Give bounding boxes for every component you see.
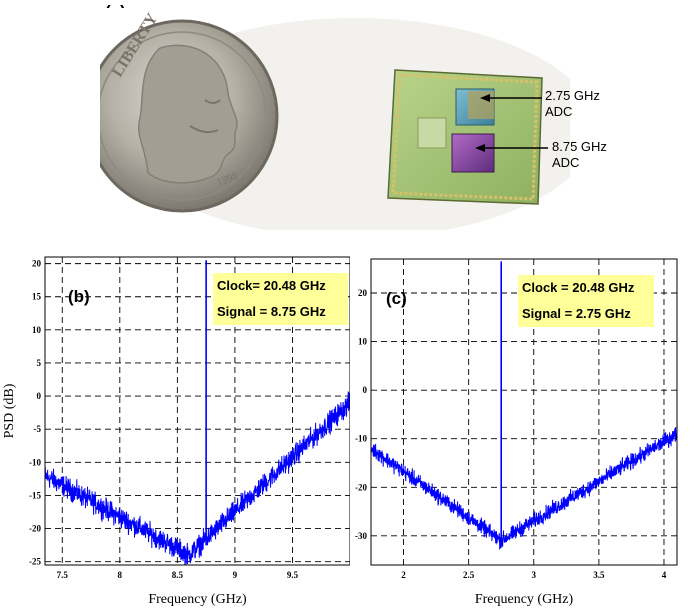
x-tick-label: 3 xyxy=(532,570,537,580)
clock-annotation: Clock= 20.48 GHz xyxy=(217,278,326,293)
x-tick-label: 3.5 xyxy=(593,570,605,580)
annotation-box xyxy=(213,273,348,325)
x-tick-label: 8 xyxy=(118,570,123,580)
x-axis-label: Frequency (GHz) xyxy=(475,592,574,607)
panel-c-label: (c) xyxy=(386,289,407,308)
chip-photo: LIBERTY 1998 xyxy=(100,8,570,230)
chip-label-8-75-type: ADC xyxy=(552,155,580,170)
y-tick-label: -20 xyxy=(29,524,41,534)
y-tick-label: 20 xyxy=(358,288,368,298)
psd-noise-trace xyxy=(44,391,350,566)
signal-annotation: Signal = 8.75 GHz xyxy=(217,304,326,319)
y-axis-label: PSD (dB) xyxy=(2,383,17,438)
chip-board xyxy=(387,69,543,205)
psd-noise-trace xyxy=(370,427,678,551)
plot-frame xyxy=(44,256,350,566)
y-tick-label: 10 xyxy=(358,337,368,347)
chip-label-2-75-type: ADC xyxy=(545,104,573,119)
chip-label-2-75-freq: 2.75 GHz xyxy=(545,88,600,103)
y-tick-label: -10 xyxy=(29,457,41,467)
y-tick-label: 10 xyxy=(32,325,42,335)
x-tick-label: 2 xyxy=(401,570,406,580)
y-tick-label: 0 xyxy=(363,385,368,395)
y-tick-label: 20 xyxy=(32,259,42,269)
y-tick-label: 15 xyxy=(32,292,42,302)
panel-b-label: (b) xyxy=(68,287,90,306)
y-tick-label: -30 xyxy=(355,531,367,541)
chip-photo-drawing: LIBERTY 1998 xyxy=(100,8,570,230)
y-tick-label: 0 xyxy=(37,391,42,401)
y-tick-label: -10 xyxy=(355,434,367,444)
y-tick-label: 5 xyxy=(37,358,42,368)
x-tick-label: 4 xyxy=(662,570,667,580)
x-tick-label: 8.5 xyxy=(172,570,184,580)
x-tick-label: 7.5 xyxy=(57,570,69,580)
x-tick-label: 9.5 xyxy=(287,570,299,580)
dime-coin: LIBERTY 1998 xyxy=(100,10,279,213)
chip-label-2-75: 2.75 GHz ADC xyxy=(545,88,600,120)
x-tick-label: 9 xyxy=(233,570,238,580)
plot-frame xyxy=(370,258,678,566)
clock-annotation: Clock = 20.48 GHz xyxy=(522,280,635,295)
x-axis-label: Frequency (GHz) xyxy=(148,592,247,607)
chip-label-8-75-freq: 8.75 GHz xyxy=(552,139,607,154)
y-tick-label: -25 xyxy=(29,557,41,567)
y-tick-label: -15 xyxy=(29,490,41,500)
chip-label-8-75: 8.75 GHz ADC xyxy=(552,139,607,171)
annotation-box xyxy=(518,275,654,327)
x-tick-label: 2.5 xyxy=(463,570,475,580)
y-tick-label: -20 xyxy=(355,482,367,492)
plot-b: 7.5 8 8.5 9 9.5 -25 -20 -15 -10 -5 0 5 10 15 20 Frequen… xyxy=(2,256,350,607)
signal-annotation: Signal = 2.75 GHz xyxy=(522,306,631,321)
plot-c: 2 2.5 3 3.5 4 -30 -20 -10 0 10 20 Frequency (GHz) (c… xyxy=(355,258,678,607)
y-tick-label: -5 xyxy=(34,424,42,434)
